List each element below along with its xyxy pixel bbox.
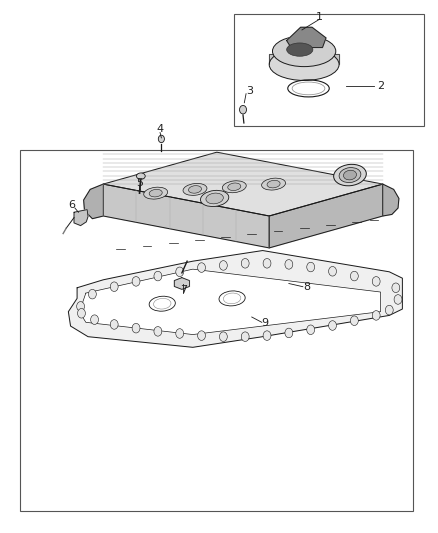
Circle shape [88, 289, 96, 299]
Ellipse shape [149, 296, 175, 311]
Polygon shape [383, 184, 399, 216]
Circle shape [198, 331, 205, 341]
Circle shape [110, 320, 118, 329]
Polygon shape [74, 209, 88, 225]
Circle shape [372, 311, 380, 320]
Ellipse shape [153, 298, 171, 309]
Bar [20, 150, 413, 511]
Polygon shape [79, 269, 381, 335]
Circle shape [241, 332, 249, 342]
Circle shape [132, 324, 140, 333]
Circle shape [385, 305, 393, 315]
Circle shape [110, 282, 118, 292]
Polygon shape [84, 184, 103, 219]
Circle shape [176, 329, 184, 338]
Ellipse shape [240, 106, 247, 114]
Ellipse shape [223, 293, 241, 304]
Circle shape [372, 277, 380, 286]
Circle shape [132, 277, 140, 286]
Text: 6: 6 [68, 200, 75, 211]
Text: 5: 5 [136, 177, 143, 188]
Circle shape [198, 263, 205, 272]
Circle shape [78, 309, 85, 318]
Circle shape [263, 259, 271, 268]
Bar [234, 14, 424, 126]
Ellipse shape [158, 135, 164, 143]
Ellipse shape [188, 185, 201, 193]
Ellipse shape [137, 173, 145, 179]
Ellipse shape [144, 187, 168, 199]
Circle shape [154, 327, 162, 336]
Ellipse shape [272, 36, 336, 67]
Polygon shape [103, 152, 383, 216]
Polygon shape [68, 251, 403, 348]
Ellipse shape [269, 49, 339, 80]
Ellipse shape [201, 190, 229, 207]
Circle shape [328, 321, 336, 330]
Circle shape [219, 332, 227, 342]
Ellipse shape [261, 178, 286, 190]
Circle shape [350, 316, 358, 326]
Circle shape [307, 262, 314, 272]
Text: 1: 1 [316, 12, 323, 22]
Ellipse shape [183, 183, 207, 196]
Ellipse shape [228, 183, 241, 190]
Text: 7: 7 [180, 286, 187, 295]
Polygon shape [103, 184, 269, 248]
Circle shape [328, 266, 336, 276]
Circle shape [176, 267, 184, 277]
Circle shape [285, 260, 293, 269]
Text: 9: 9 [261, 318, 268, 328]
Polygon shape [287, 27, 326, 47]
Ellipse shape [287, 43, 313, 56]
Ellipse shape [267, 180, 280, 188]
Circle shape [154, 271, 162, 281]
Circle shape [350, 271, 358, 281]
Text: 4: 4 [156, 124, 164, 134]
Circle shape [219, 261, 227, 270]
Ellipse shape [343, 170, 357, 180]
Circle shape [241, 259, 249, 268]
Circle shape [91, 315, 99, 325]
Circle shape [285, 328, 293, 338]
Polygon shape [269, 54, 339, 64]
Ellipse shape [206, 193, 223, 204]
Circle shape [394, 295, 402, 304]
Ellipse shape [223, 181, 246, 193]
Ellipse shape [334, 164, 366, 186]
Text: 8: 8 [303, 282, 310, 292]
Ellipse shape [339, 167, 361, 183]
Ellipse shape [149, 189, 162, 197]
Polygon shape [174, 278, 190, 289]
Text: 2: 2 [377, 81, 384, 91]
Text: 3: 3 [246, 86, 253, 96]
Circle shape [77, 302, 85, 311]
Circle shape [263, 331, 271, 341]
Ellipse shape [219, 291, 245, 306]
Circle shape [392, 283, 400, 293]
Circle shape [307, 325, 314, 335]
Polygon shape [269, 184, 383, 248]
